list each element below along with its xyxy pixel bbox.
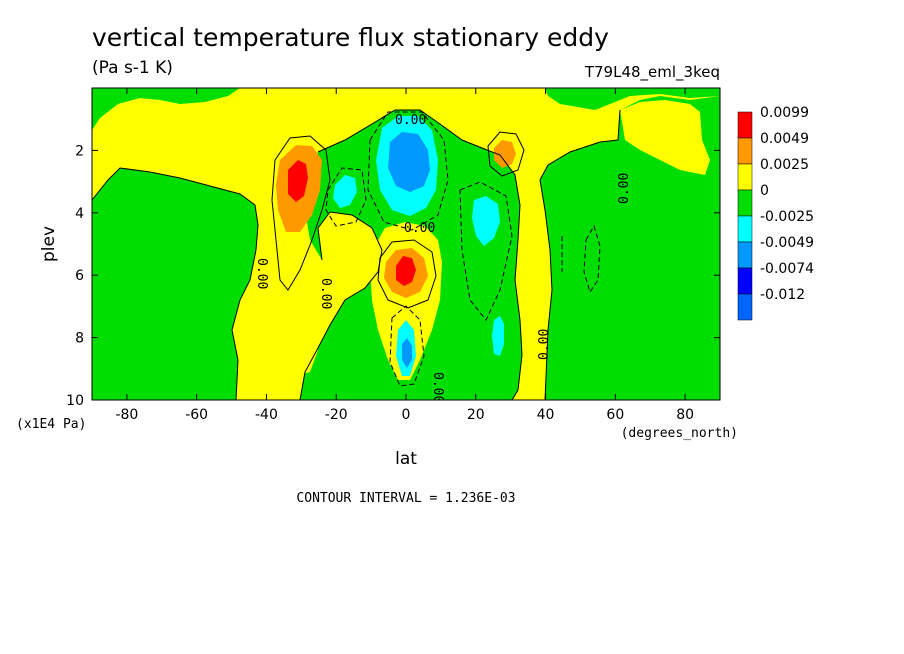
positive-core-south [288, 160, 308, 202]
zero-label-north: 0.00 [537, 329, 552, 360]
negative-core-upper-equator [388, 132, 430, 192]
positive-contour-north-outer [487, 131, 525, 177]
zero-label-equator-lower: 0.00 [430, 372, 445, 403]
positive-cell-north [494, 140, 516, 168]
legend-swatch [737, 293, 753, 321]
zero-label-north-far: 0.00 [617, 173, 632, 204]
negative-region-upper-left [92, 88, 240, 130]
negative-region-north [540, 96, 720, 400]
legend-swatch [737, 137, 753, 165]
chart-units: (Pa s-1 K) [92, 58, 173, 78]
y-tick-label: 2 [75, 143, 84, 159]
x-axis: -80 -60 -40 -20 0 20 40 60 80 [115, 88, 694, 423]
y-tick-label: 4 [75, 206, 84, 222]
legend-swatch [737, 163, 753, 191]
negative-region-upper-right [545, 88, 720, 110]
x-tick-label: -80 [115, 407, 138, 423]
legend-swatch [737, 215, 753, 243]
legend-label: -0.0074 [760, 261, 814, 277]
legend-label: -0.0025 [760, 209, 814, 225]
x-tick-label: -20 [325, 407, 348, 423]
negative-contour-equator-lower [389, 305, 425, 387]
legend-label: -0.0049 [760, 235, 814, 251]
y-axis: 2 4 6 8 10 [66, 143, 720, 409]
legend-swatch [737, 189, 753, 217]
x-tick-label: 60 [606, 407, 624, 423]
negative-core-equator-lower [402, 338, 412, 368]
negative-region-south [92, 168, 258, 400]
positive-island-south-lower [264, 320, 318, 378]
x-tick-label: -40 [255, 407, 278, 423]
negative-cell-north [472, 196, 500, 246]
zero-label-equator: 0.00 [404, 221, 435, 236]
contour-interval: CONTOUR INTERVAL = 1.236E-03 [296, 491, 515, 506]
color-legend: 0.0099 0.0049 0.0025 0 -0.0025 -0.0049 -0.0074… [737, 105, 814, 321]
y-tick-label: 6 [75, 268, 84, 284]
negative-contour-south [325, 167, 367, 227]
negative-cell-north-lower [492, 316, 504, 356]
legend-label: 0.0025 [760, 157, 809, 173]
run-label: T79L48_eml_3keq [584, 63, 720, 82]
legend-swatch [737, 267, 753, 295]
negative-contour-north-far [583, 224, 601, 294]
x-tick-label: 40 [537, 407, 555, 423]
legend-label: 0 [760, 183, 769, 199]
zero-label-south-inner: 0.00 [318, 278, 333, 309]
y-tick-label: 10 [66, 393, 84, 409]
legend-label: -0.012 [760, 287, 805, 303]
negative-contour-north [459, 181, 513, 321]
zero-contour-north [539, 109, 621, 400]
legend-label: 0.0099 [760, 105, 809, 121]
positive-contour-south-outer [271, 135, 331, 291]
zero-contour-central [299, 109, 523, 400]
positive-contour-equator-outer [377, 239, 437, 309]
x-tick-label: 20 [467, 407, 485, 423]
negative-contour-upper-equator [367, 111, 449, 231]
x-axis-units: (degrees_north) [621, 426, 738, 441]
legend-swatch [737, 241, 753, 269]
positive-island-north [620, 100, 710, 175]
zero-contour-south [92, 167, 259, 400]
x-tick-label: 80 [676, 407, 694, 423]
y-tick-label: 8 [75, 331, 84, 347]
negative-cell-south [333, 175, 357, 208]
x-tick-label: 0 [402, 407, 411, 423]
x-axis-label: lat [395, 449, 417, 469]
legend-swatch [737, 111, 753, 139]
positive-core-equator [396, 256, 416, 286]
legend-label: 0.0049 [760, 131, 809, 147]
chart-title: vertical temperature flux stationary edd… [92, 23, 609, 52]
contour-field: 0.00 0.00 0.00 0.00 0.00 0.00 0.00 [92, 88, 720, 403]
y-axis-label: plev [39, 226, 59, 262]
zero-label-south: 0.00 [254, 258, 269, 289]
zero-label-top: 0.00 [395, 113, 426, 128]
y-axis-units: (x1E4 Pa) [16, 417, 86, 432]
x-tick-label: -60 [185, 407, 208, 423]
